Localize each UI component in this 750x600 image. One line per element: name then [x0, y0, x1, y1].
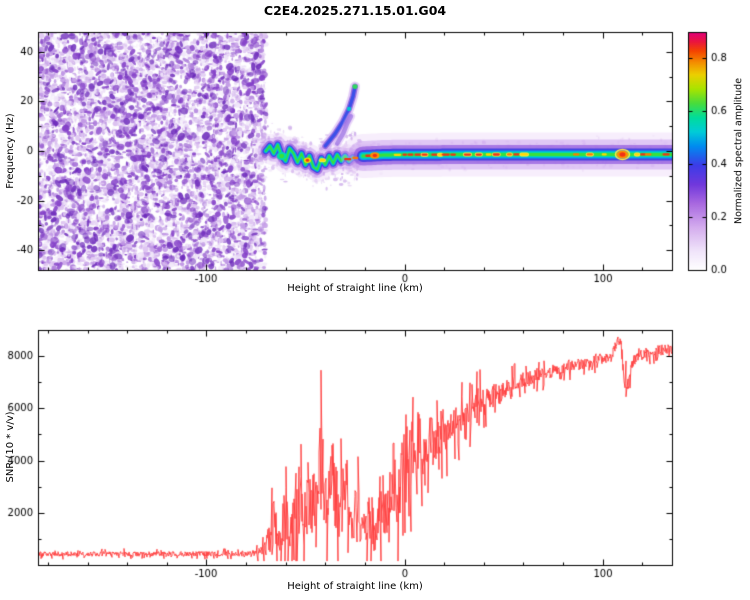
top-y-axis-label: Frequency (Hz)	[5, 113, 16, 189]
top-x-axis-label: Height of straight line (km)	[287, 283, 423, 294]
bottom-x-axis-label: Height of straight line (km)	[287, 581, 423, 592]
colorbar-label: Normalized spectral amplitude	[733, 77, 745, 225]
bottom-y-axis-label: SNR (10 * v/v)	[5, 411, 16, 483]
figure-title: C2E4.2025.271.15.01.G04	[263, 3, 447, 18]
